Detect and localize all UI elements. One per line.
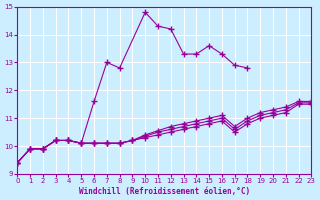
X-axis label: Windchill (Refroidissement éolien,°C): Windchill (Refroidissement éolien,°C) xyxy=(79,187,250,196)
